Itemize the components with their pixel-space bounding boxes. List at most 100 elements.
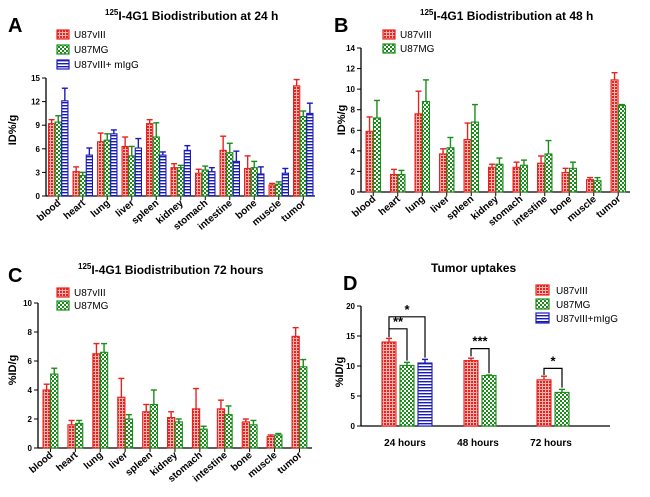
y-tick-label: 0 xyxy=(351,422,356,431)
bar-u87viii-spleen xyxy=(146,123,154,197)
bar-u87mg-bone xyxy=(249,424,258,449)
bar-u87viii-intestine xyxy=(219,149,227,197)
bar-u87mg-tumor xyxy=(617,105,627,193)
bar-u87viii-migg-24-hours xyxy=(417,362,433,427)
bar-u87viii-24-hours xyxy=(381,341,397,427)
bar-u87mg-spleen xyxy=(152,136,160,197)
panel-d-title: Tumor uptakes xyxy=(431,261,516,275)
bar-u87mg-tumor xyxy=(299,115,307,197)
y-tick-label: 8 xyxy=(28,328,33,337)
bar-u87viii-bone xyxy=(561,171,570,193)
bar-u87mg-liver xyxy=(124,418,134,449)
y-tick-label: 10 xyxy=(346,85,355,94)
panel-b-y-axis-label: ID%/g xyxy=(336,105,348,136)
legend-label-u87viii: U87vIII xyxy=(74,30,106,41)
significance-24h-b-label: * xyxy=(404,302,410,317)
bar-u87viii-48-hours xyxy=(463,360,479,427)
y-tick-label: 10 xyxy=(23,299,32,308)
legend-label-u87mg: U87MG xyxy=(556,300,591,311)
bar-u87mg-intestine xyxy=(544,153,553,193)
bar-u87mg-24-hours xyxy=(399,364,415,427)
bar-u87mg-spleen xyxy=(149,403,158,449)
bar-u87viii-liver xyxy=(121,145,129,197)
bar-u87mg-lung xyxy=(421,100,431,193)
bar-u87mg-blood xyxy=(372,117,382,193)
legend-swatch-u87viii xyxy=(56,29,70,40)
bar-u87viii-migg-stomach xyxy=(208,171,216,197)
x-tick-label-tumor: tumor xyxy=(276,450,305,477)
y-tick-label: 12 xyxy=(31,98,40,107)
x-tick-label-heart: heart xyxy=(377,193,403,218)
panel-c: C 125I-4G1 Biodistribution 72 hours %ID/… xyxy=(7,262,312,485)
bar-u87mg-lung xyxy=(99,351,109,449)
bar-u87viii-blood xyxy=(42,389,51,449)
bar-u87viii-bone xyxy=(244,167,252,197)
bar-u87viii-spleen xyxy=(142,411,151,449)
bar-u87viii-tumor xyxy=(291,335,300,449)
bar-u87viii-lung xyxy=(97,141,105,197)
bar-u87viii-stomach xyxy=(512,166,521,193)
panel-a-y-axis-label: ID%/g xyxy=(7,115,19,146)
legend-swatch-u87viii-migg xyxy=(535,312,550,324)
panel-b-legend: U87vIII U87MG xyxy=(382,29,435,55)
panel-b-title: 125I-4G1 Biodistribution at 48 h xyxy=(420,8,593,23)
bar-u87viii-migg-kidney xyxy=(183,149,191,197)
bar-u87mg-kidney xyxy=(177,167,185,197)
bar-u87mg-heart xyxy=(79,174,87,197)
bar-u87viii-spleen xyxy=(463,138,472,193)
bar-u87mg-heart xyxy=(75,422,84,449)
bar-u87viii-72-hours xyxy=(536,379,552,427)
bar-u87viii-stomach xyxy=(195,172,203,197)
panel-a-label: A xyxy=(8,15,22,37)
x-tick-label-heart: heart xyxy=(54,449,80,474)
bar-u87viii-lung xyxy=(92,353,101,449)
panel-d: D Tumor uptakes %ID/g 0 5 10 15 20 24 hours 48… xyxy=(334,261,618,449)
bar-u87viii-migg-intestine xyxy=(232,160,240,197)
bar-u87mg-tumor xyxy=(299,366,308,449)
panel-d-label: D xyxy=(343,273,357,295)
y-tick-label: 9 xyxy=(36,121,41,130)
y-tick-label: 2 xyxy=(351,167,356,176)
bar-u87mg-muscle xyxy=(275,183,283,197)
bar-u87viii-tumor xyxy=(292,85,301,197)
panel-d-y-axis-label: %ID/g xyxy=(334,357,346,388)
bar-u87viii-intestine xyxy=(536,162,546,193)
significance-24h-a-bracket xyxy=(388,328,408,361)
panel-d-legend: U87vIII U87MG U87vIII+mIgG xyxy=(535,284,618,325)
x-tick-label-blood: blood xyxy=(350,194,378,220)
bar-u87mg-stomach xyxy=(201,169,209,197)
bar-u87viii-muscle xyxy=(268,184,276,197)
significance-72h-bracket xyxy=(543,367,563,388)
bar-u87mg-spleen xyxy=(470,121,480,193)
legend-swatch-u87mg xyxy=(382,43,396,54)
panel-a-legend: U87vIII U87MG U87vIII+ mIgG xyxy=(56,29,139,71)
x-tick-label-spleen: spleen xyxy=(130,198,161,227)
x-tick-label-48-hours: 48 hours xyxy=(457,438,499,449)
y-tick-label: 0 xyxy=(351,188,356,197)
significance-72h-label: * xyxy=(550,353,556,368)
significance-48h-bracket xyxy=(470,348,490,374)
panel-c-title: 125I-4G1 Biodistribution 72 hours xyxy=(78,262,264,277)
panel-b-title-sup: 125 xyxy=(420,8,434,17)
bar-u87viii-muscle xyxy=(585,179,595,193)
panel-b-label: B xyxy=(334,15,348,37)
bar-u87mg-heart xyxy=(397,173,406,193)
x-tick-label-heart: heart xyxy=(62,197,88,222)
bar-u87mg-lung xyxy=(103,139,111,197)
bar-u87viii-tumor xyxy=(610,79,619,193)
y-tick-label: 8 xyxy=(351,106,356,115)
bar-u87mg-intestine xyxy=(226,152,234,197)
panel-a: A 125I-4G1 Biodistribution at 24 h ID%/g… xyxy=(7,8,315,233)
y-tick-label: 6 xyxy=(351,126,356,135)
bar-u87viii-migg-spleen xyxy=(159,154,167,197)
bar-u87mg-intestine xyxy=(224,414,233,449)
panel-c-title-text: I-4G1 Biodistribution 72 hours xyxy=(91,263,263,277)
legend-swatch-u87mg xyxy=(56,300,70,311)
x-tick-label-tumor: tumor xyxy=(279,198,308,225)
legend-label-u87mg: U87MG xyxy=(400,44,435,55)
significance-24h-a-label: ** xyxy=(393,314,404,329)
x-tick-label-lung: lung xyxy=(82,450,105,472)
